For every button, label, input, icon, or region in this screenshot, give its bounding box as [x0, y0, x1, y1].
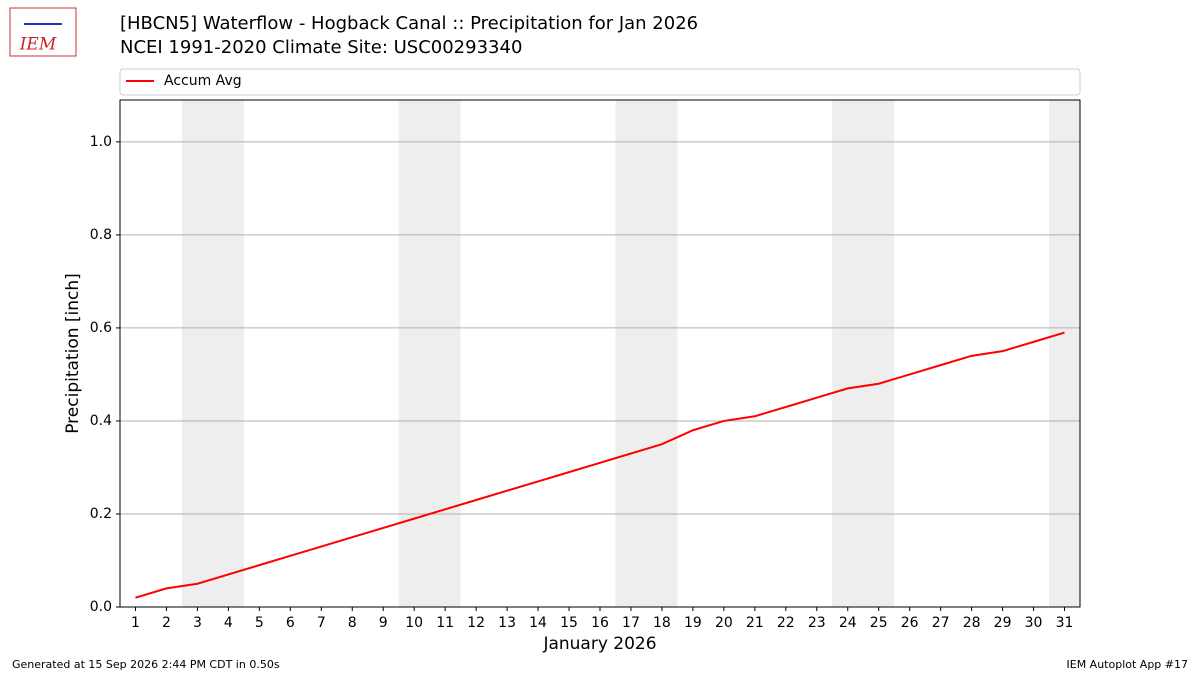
x-axis-label: January 2026	[542, 634, 656, 654]
data-line	[135, 331, 1065, 599]
x-tick-label: 21	[746, 615, 764, 631]
weekend-span	[615, 100, 678, 607]
x-tick-label: 14	[529, 615, 547, 631]
y-axis-label: Precipitation [inch]	[63, 273, 83, 434]
y-tick-label: 0.6	[90, 320, 112, 336]
x-tick-label: 6	[286, 615, 295, 631]
x-tick-label: 27	[932, 615, 950, 631]
y-tick-label: 0.2	[90, 506, 112, 522]
logo-text: IEM	[19, 35, 57, 55]
x-tick-label: 8	[348, 615, 357, 631]
weekend-span	[1049, 100, 1080, 607]
x-tick-label: 24	[839, 615, 857, 631]
x-tick-label: 11	[436, 615, 454, 631]
plot-frame	[119, 99, 1081, 608]
x-tick-label: 16	[591, 615, 609, 631]
weekend-span	[832, 100, 895, 607]
chart-subtitle: NCEI 1991-2020 Climate Site: USC00293340	[120, 37, 522, 58]
weekend-span	[181, 100, 244, 607]
y-tick-label: 1.0	[90, 134, 112, 150]
legend-box	[119, 68, 1081, 96]
x-tick-label: 15	[560, 615, 578, 631]
chart-title: [HBCN5] Waterflow - Hogback Canal :: Pre…	[120, 13, 698, 34]
x-tick-label: 12	[467, 615, 485, 631]
x-tick-label: 13	[498, 615, 516, 631]
x-tick-label: 22	[777, 615, 795, 631]
x-tick-label: 3	[193, 615, 202, 631]
x-tick-label: 17	[622, 615, 640, 631]
x-tick-label: 9	[379, 615, 388, 631]
x-tick-label: 25	[870, 615, 888, 631]
x-tick-label: 20	[715, 615, 733, 631]
x-tick-label: 2	[162, 615, 171, 631]
x-tick-label: 10	[405, 615, 423, 631]
x-tick-label: 31	[1056, 615, 1074, 631]
x-tick-label: 4	[224, 615, 233, 631]
y-tick-label: 0.0	[90, 599, 112, 615]
x-tick-label: 1	[131, 615, 140, 631]
x-tick-label: 29	[994, 615, 1012, 631]
weekend-span	[398, 100, 461, 607]
y-tick-label: 0.4	[90, 413, 112, 429]
legend-label: Accum Avg	[164, 73, 242, 89]
x-tick-label: 7	[317, 615, 326, 631]
x-tick-label: 28	[963, 615, 981, 631]
x-tick-label: 18	[653, 615, 671, 631]
x-tick-label: 23	[808, 615, 826, 631]
x-tick-label: 26	[901, 615, 919, 631]
x-tick-label: 5	[255, 615, 264, 631]
x-tick-label: 30	[1025, 615, 1043, 631]
footer-left: Generated at 15 Sep 2026 2:44 PM CDT in …	[12, 658, 280, 671]
footer-right: IEM Autoplot App #17	[1067, 658, 1189, 671]
logo-outline	[9, 7, 77, 57]
x-tick-label: 19	[684, 615, 702, 631]
y-tick-label: 0.8	[90, 227, 112, 243]
